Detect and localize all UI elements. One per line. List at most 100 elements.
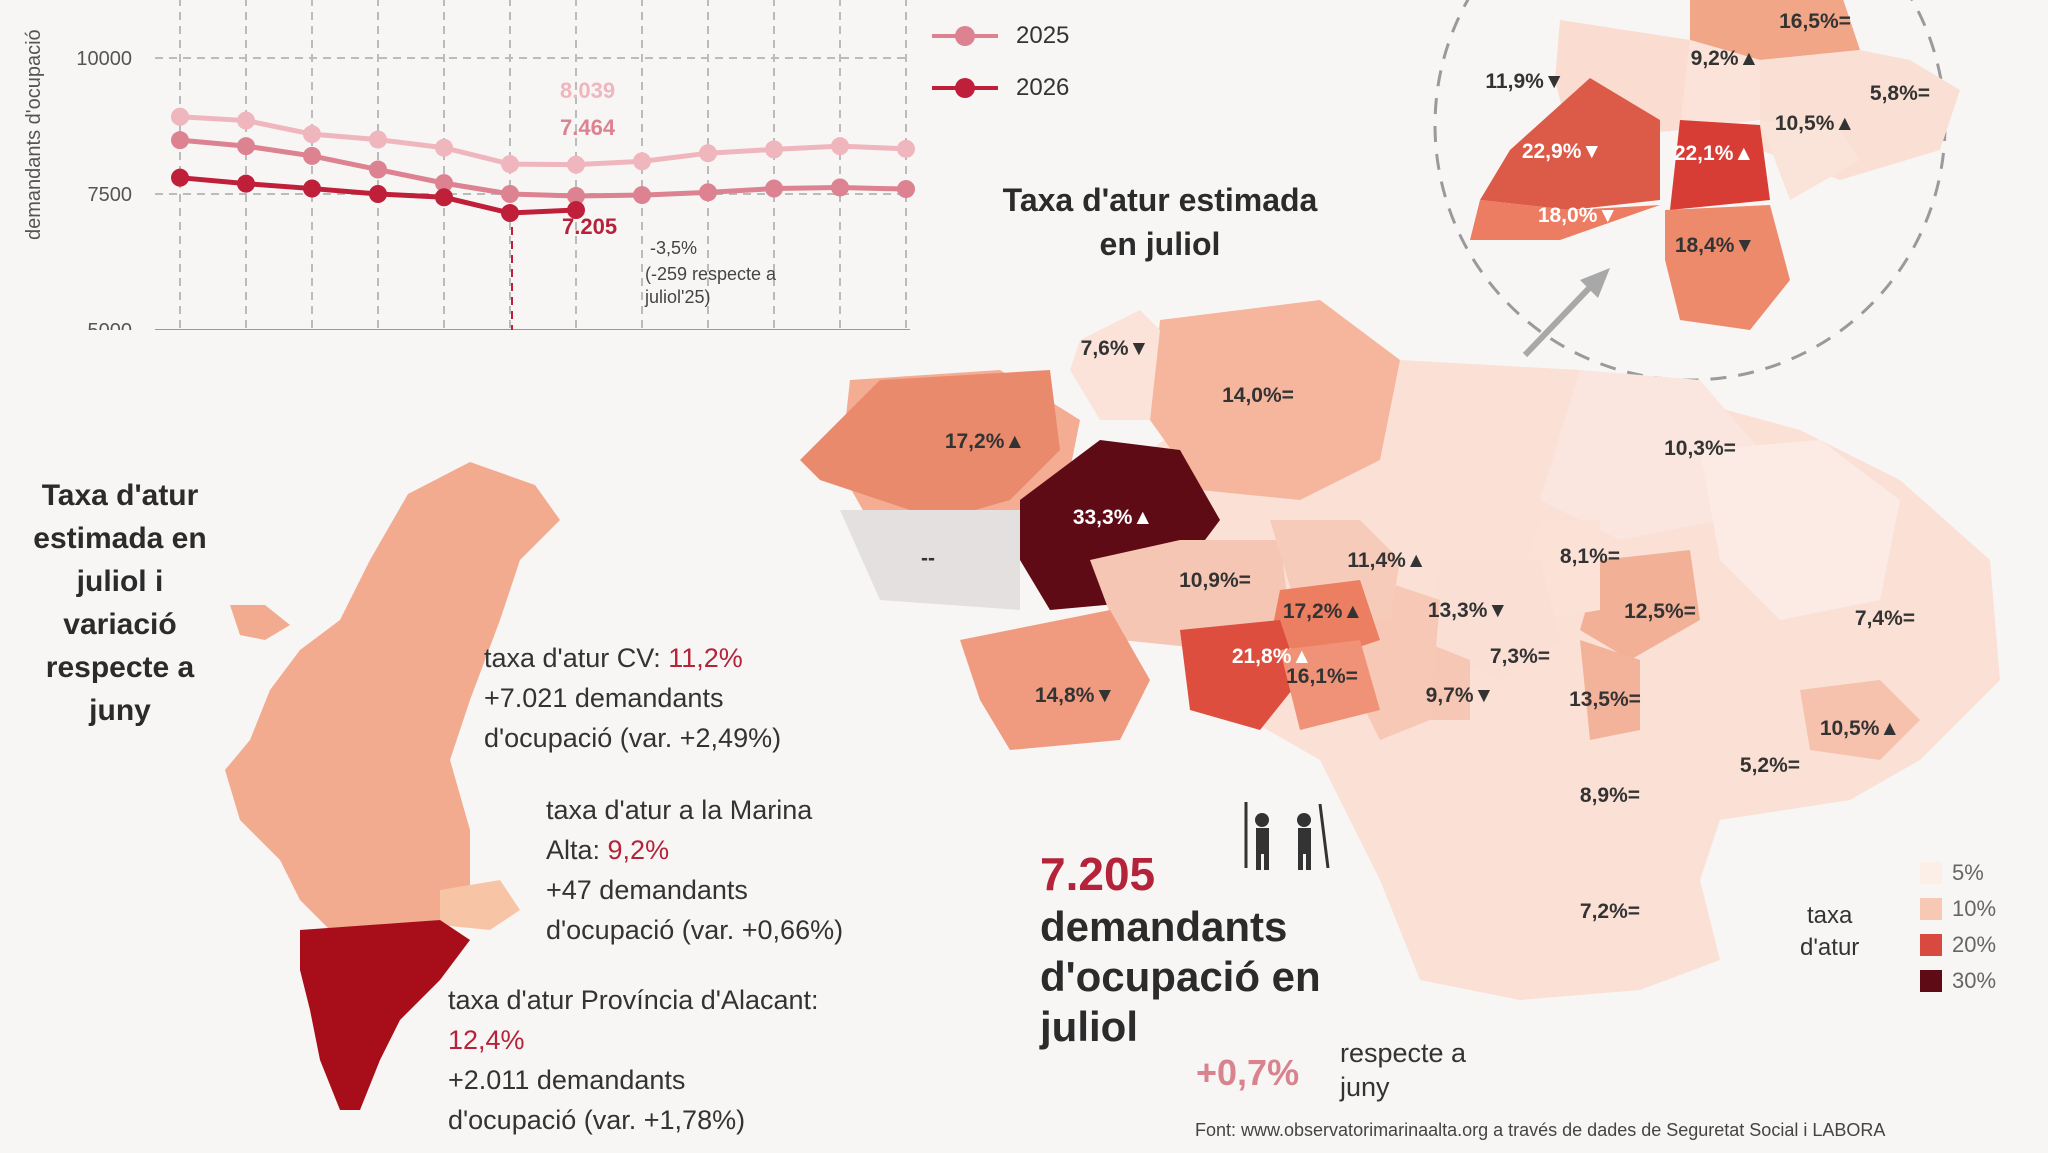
y-axis-label: demandants d'ocupació	[23, 29, 45, 240]
data-point-2024	[567, 155, 585, 174]
data-point-2025	[897, 180, 915, 199]
data-point-2025	[765, 179, 783, 198]
data-point-2026	[369, 185, 387, 203]
map-value-label: 18,0%▼	[1538, 204, 1618, 227]
left-title-line: juliol i	[76, 565, 164, 598]
scale-title1: taxa	[1806, 902, 1853, 929]
legend-marker-2025	[932, 26, 998, 46]
workers-icon	[1244, 802, 1330, 870]
legend-label-2026: 2026	[1016, 74, 1070, 101]
map-value-label: 12,5%=	[1624, 600, 1696, 623]
scale-label: 30%	[1952, 968, 1997, 993]
data-point-2025	[369, 160, 387, 179]
map-value-label: 9,2%▲	[1691, 47, 1760, 70]
scale-label: 10%	[1952, 896, 1997, 921]
ma-line4: d'ocupació (var. +0,66%)	[546, 915, 844, 945]
data-point-2026	[171, 168, 189, 187]
ma-line1: taxa d'atur a la Marina	[546, 795, 813, 825]
headline-change-text1: respecte a	[1340, 1038, 1467, 1068]
map-value-label: 22,9%▼	[1522, 140, 1602, 163]
scale-legend: 5% 10% 20% 30%	[1920, 855, 1996, 999]
source-note: Font: www.observatorimarinaalta.org a tr…	[1195, 1120, 1886, 1140]
map-value-label: 14,8%▼	[1035, 684, 1115, 707]
data-point-2024	[633, 152, 651, 171]
map-value-label: 7,6%▼	[1081, 337, 1150, 360]
data-point-2025	[699, 183, 717, 202]
map-value-label: 7,2%=	[1580, 900, 1640, 923]
left-title-line: estimada en	[33, 522, 207, 555]
headline-line3: juliol	[1040, 1003, 1138, 1050]
series-line-2024	[179, 114, 907, 168]
cv-map	[225, 462, 560, 1110]
map-value-label: 21,8%▲	[1232, 645, 1312, 668]
ma-label: Alta:	[546, 835, 608, 865]
data-point-2025	[171, 131, 189, 150]
annotation-change-text2: juliol'25)	[644, 287, 710, 307]
data-point-2026	[567, 201, 585, 220]
map-value-label: 17,2%▲	[945, 430, 1025, 453]
map-value-label: 5,2%=	[1740, 754, 1800, 777]
pa-value: 12,4%	[448, 1025, 525, 1055]
data-point-2026	[237, 174, 255, 193]
data-point-2024	[699, 144, 717, 163]
map-value-label: 13,3%▼	[1428, 599, 1508, 622]
cv-value: 11,2%	[668, 643, 743, 673]
cv-line3: d'ocupació (var. +2,49%)	[484, 723, 782, 753]
map-value-label: 8,9%=	[1580, 784, 1640, 807]
y-tick-label: 5000	[88, 320, 133, 330]
inset-municipalities	[1470, 0, 1960, 330]
scale-item: 10%	[1920, 891, 1996, 927]
data-point-2026	[501, 204, 519, 223]
data-point-2024	[897, 139, 915, 158]
map-value-label: 9,7%▼	[1426, 684, 1495, 707]
chart-ticks: generfebmarçabrilmaigjunyjuliolagostseto…	[76, 48, 133, 330]
map-value-label: 10,5%▲	[1820, 717, 1900, 740]
inset-arrow	[1522, 279, 1598, 358]
data-point-2025	[303, 146, 321, 165]
data-point-2025	[501, 185, 519, 203]
legend-label-2025: 2025	[1016, 22, 1070, 49]
map-value-label: 8,1%=	[1560, 545, 1620, 568]
data-point-2025	[237, 137, 255, 156]
map-value-label: 17,2%▲	[1283, 600, 1363, 623]
scale-label: 20%	[1952, 932, 1997, 957]
headline: 7.205 demandants d'ocupació en juliol	[1040, 846, 1321, 1052]
map-value-label: 10,3%=	[1664, 437, 1736, 460]
map-value-label: 16,5%=	[1779, 10, 1851, 33]
map-value-label: 18,4%▼	[1675, 234, 1755, 257]
data-point-2026	[435, 188, 453, 207]
ma-line3: +47 demandants	[546, 875, 748, 905]
y-tick-label: 10000	[76, 48, 132, 70]
data-point-2024	[303, 125, 321, 144]
cv-line2: +7.021 demandants	[484, 683, 724, 713]
left-title: Taxa d'atur estimada en juliol i variaci…	[10, 474, 230, 732]
map-title: Taxa d'atur estimada en juliol	[960, 178, 1360, 266]
data-point-2024	[765, 140, 783, 159]
scale-item: 5%	[1920, 855, 1996, 891]
data-point-2025	[435, 174, 453, 193]
data-point-2024	[831, 137, 849, 156]
headline-line1: demandants	[1040, 903, 1288, 950]
map-value-label: 7,3%=	[1490, 645, 1550, 668]
headline-change: +0,7%	[1196, 1052, 1300, 1093]
annotation-2026: 7.205	[562, 214, 617, 239]
stats-provincia: taxa d'atur Província d'Alacant: 12,4% +…	[448, 980, 819, 1140]
data-point-2025	[633, 186, 651, 205]
annotation-2024: 8.039	[560, 78, 615, 103]
annotation-2025: 7.464	[560, 115, 616, 140]
scale-item: 20%	[1920, 927, 1996, 963]
map-value-label: 16,1%=	[1286, 665, 1358, 688]
map-value-label: 10,5%▲	[1775, 112, 1855, 135]
map-value-label: 13,5%=	[1569, 688, 1641, 711]
cv-label: taxa d'atur CV:	[484, 643, 669, 673]
data-point-2024	[501, 155, 519, 174]
data-point-2025	[831, 178, 849, 197]
employment-line-chart: demandants d'ocupació generfebmarçabrilm…	[23, 0, 915, 330]
data-point-2024	[237, 111, 255, 130]
pa-line3: +2.011 demandants	[448, 1065, 686, 1095]
scale-title2: d'atur	[1800, 934, 1860, 961]
scale-title: taxa d'atur	[1800, 900, 1859, 964]
headline-line2: d'ocupació en	[1040, 953, 1321, 1000]
inset-arrow-head	[1580, 268, 1610, 298]
